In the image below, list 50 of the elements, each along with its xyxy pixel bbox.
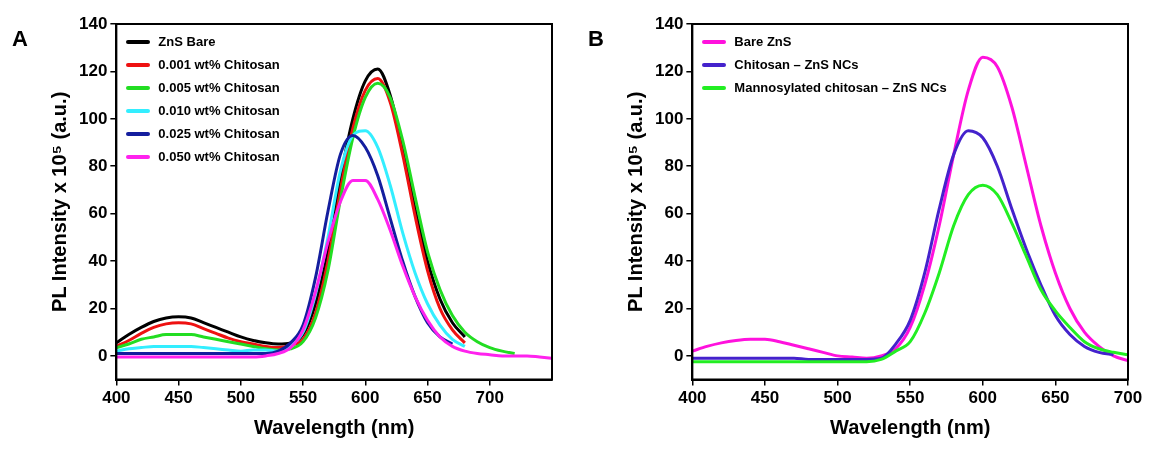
x-axis-title: Wavelength (nm) — [829, 415, 991, 438]
x-tick-label: 550 — [288, 388, 318, 408]
y-axis-title: PL Intensity x 10⁵ (a.u.) — [47, 91, 70, 312]
legend-label: 0.010 wt% Chitosan — [158, 103, 280, 118]
y-tick-label: 100 — [78, 108, 108, 128]
y-tick-label: 140 — [654, 13, 684, 33]
legend-label: 0.001 wt% Chitosan — [158, 57, 280, 72]
x-tick-label: 600 — [968, 388, 997, 408]
y-tick-label: 20 — [664, 298, 684, 318]
y-tick-label: 100 — [654, 108, 684, 128]
legend-label: Mannosylated chitosan – ZnS NCs — [734, 80, 947, 95]
legend-label: Bare ZnS — [734, 34, 792, 49]
x-tick-label: 700 — [475, 388, 504, 408]
legend-label: 0.005 wt% Chitosan — [158, 80, 280, 95]
y-tick-label: 40 — [664, 250, 684, 270]
legend-label: Chitosan – ZnS NCs — [734, 57, 859, 72]
text: B — [588, 26, 604, 52]
line-series — [116, 81, 517, 356]
x-axis-title: Wavelength (nm) — [253, 415, 415, 438]
y-tick-label: 80 — [664, 155, 684, 175]
y-tick-label: 140 — [78, 13, 108, 33]
legend-label: ZnS Bare — [158, 34, 216, 49]
line-series — [692, 55, 1128, 363]
y-axis-title: PL Intensity x 10⁵ (a.u.) — [623, 91, 646, 312]
x-tick-label: 650 — [413, 388, 442, 408]
y-tick-label: 120 — [654, 61, 684, 81]
x-tick-label: 400 — [102, 388, 131, 408]
y-tick-label: 60 — [88, 203, 108, 223]
x-tick-label: 450 — [164, 388, 193, 408]
y-tick-label: 60 — [664, 203, 684, 223]
y-tick-label: 20 — [88, 298, 108, 318]
y-tick-label: 0 — [673, 345, 684, 365]
text: A — [12, 26, 28, 52]
line-series — [116, 178, 552, 360]
line-series — [692, 129, 1115, 361]
line-series — [692, 183, 1128, 364]
legend-label: 0.025 wt% Chitosan — [158, 126, 280, 141]
y-tick-label: 0 — [97, 345, 108, 365]
y-tick-label: 120 — [78, 61, 108, 81]
x-tick-label: 500 — [226, 388, 256, 408]
x-tick-label: 600 — [351, 388, 380, 408]
x-tick-label: 700 — [1113, 388, 1143, 408]
x-tick-label: 650 — [1041, 388, 1070, 408]
y-tick-label: 80 — [88, 155, 108, 175]
x-tick-label: 450 — [750, 388, 780, 408]
x-tick-label: 400 — [678, 388, 707, 408]
x-tick-label: 500 — [823, 388, 852, 408]
legend-label: 0.050 wt% Chitosan — [158, 149, 280, 164]
y-tick-label: 40 — [88, 250, 108, 270]
x-tick-label: 550 — [895, 388, 925, 408]
